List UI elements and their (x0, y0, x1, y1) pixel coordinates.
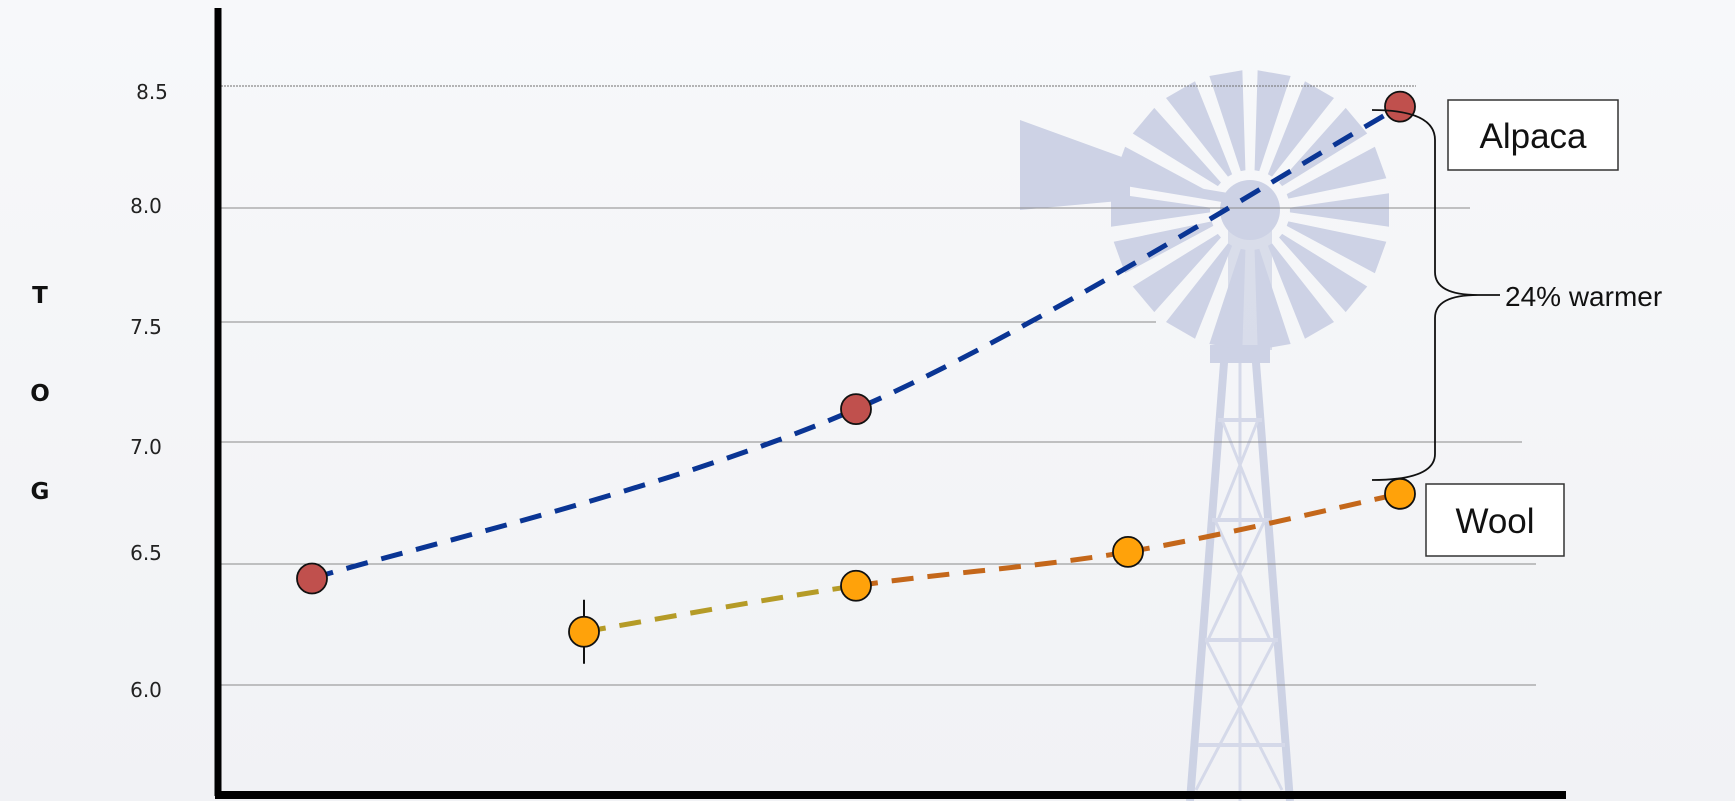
y-tick-label: 7.0 (130, 435, 162, 459)
wool-data-point (1384, 477, 1416, 510)
alpaca-data-point (1384, 90, 1416, 123)
windmill-blade (1289, 193, 1389, 227)
windmill-blade (1132, 233, 1221, 313)
wool-data-point (840, 569, 872, 602)
y-tick-label: 8.0 (130, 194, 162, 218)
y-axis-label: T O G (30, 283, 50, 505)
windmill-blade (1279, 107, 1368, 187)
windmill-blade (1165, 81, 1233, 177)
wool-series-line-segment (1127, 491, 1401, 555)
windmill-blade (1113, 146, 1214, 199)
y-tick-label: 6.5 (130, 541, 162, 565)
alpaca-data-point (840, 393, 872, 426)
wool-data-point (568, 615, 600, 648)
y-tick-label: 6.0 (130, 678, 162, 702)
y-tick-label: 8.5 (136, 80, 168, 104)
windmill-blade (1132, 107, 1221, 187)
y-axis-label-letter: O (30, 381, 50, 407)
windmill-blade (1267, 81, 1335, 177)
legend-alpaca: Alpaca (1447, 99, 1619, 171)
warmer-brace-annotation: 24% warmer (1371, 109, 1662, 481)
windmill-blade (1286, 146, 1387, 199)
legend-label-wool: Wool (1455, 502, 1534, 541)
windmill-blade (1165, 243, 1233, 339)
windmill-blade (1111, 193, 1211, 227)
y-tick-label: 7.5 (130, 315, 162, 339)
wool-data-point (1112, 536, 1144, 568)
windmill-blade (1209, 70, 1246, 172)
legend-wool: Wool (1425, 483, 1565, 557)
windmill-blade (1267, 243, 1335, 339)
wool-series-line-segment (855, 549, 1129, 589)
windmill-background-image (1020, 70, 1389, 801)
windmill-blade (1279, 233, 1368, 313)
series-layer (296, 90, 1416, 664)
windmill-blade (1286, 221, 1387, 274)
legend-label-alpaca: Alpaca (1479, 117, 1587, 156)
y-axis-label-letter: T (32, 283, 48, 309)
wool-series-line-segment (583, 583, 857, 635)
warmer-annotation-text: 24% warmer (1505, 281, 1662, 312)
horizontal-gridlines (218, 85, 1536, 686)
alpaca-data-point (296, 562, 328, 595)
y-axis-label-letter: G (31, 479, 50, 505)
windmill-blade (1254, 70, 1291, 172)
y-tick-labels: 8.5 8.0 7.5 7.0 6.5 6.0 (130, 80, 168, 702)
